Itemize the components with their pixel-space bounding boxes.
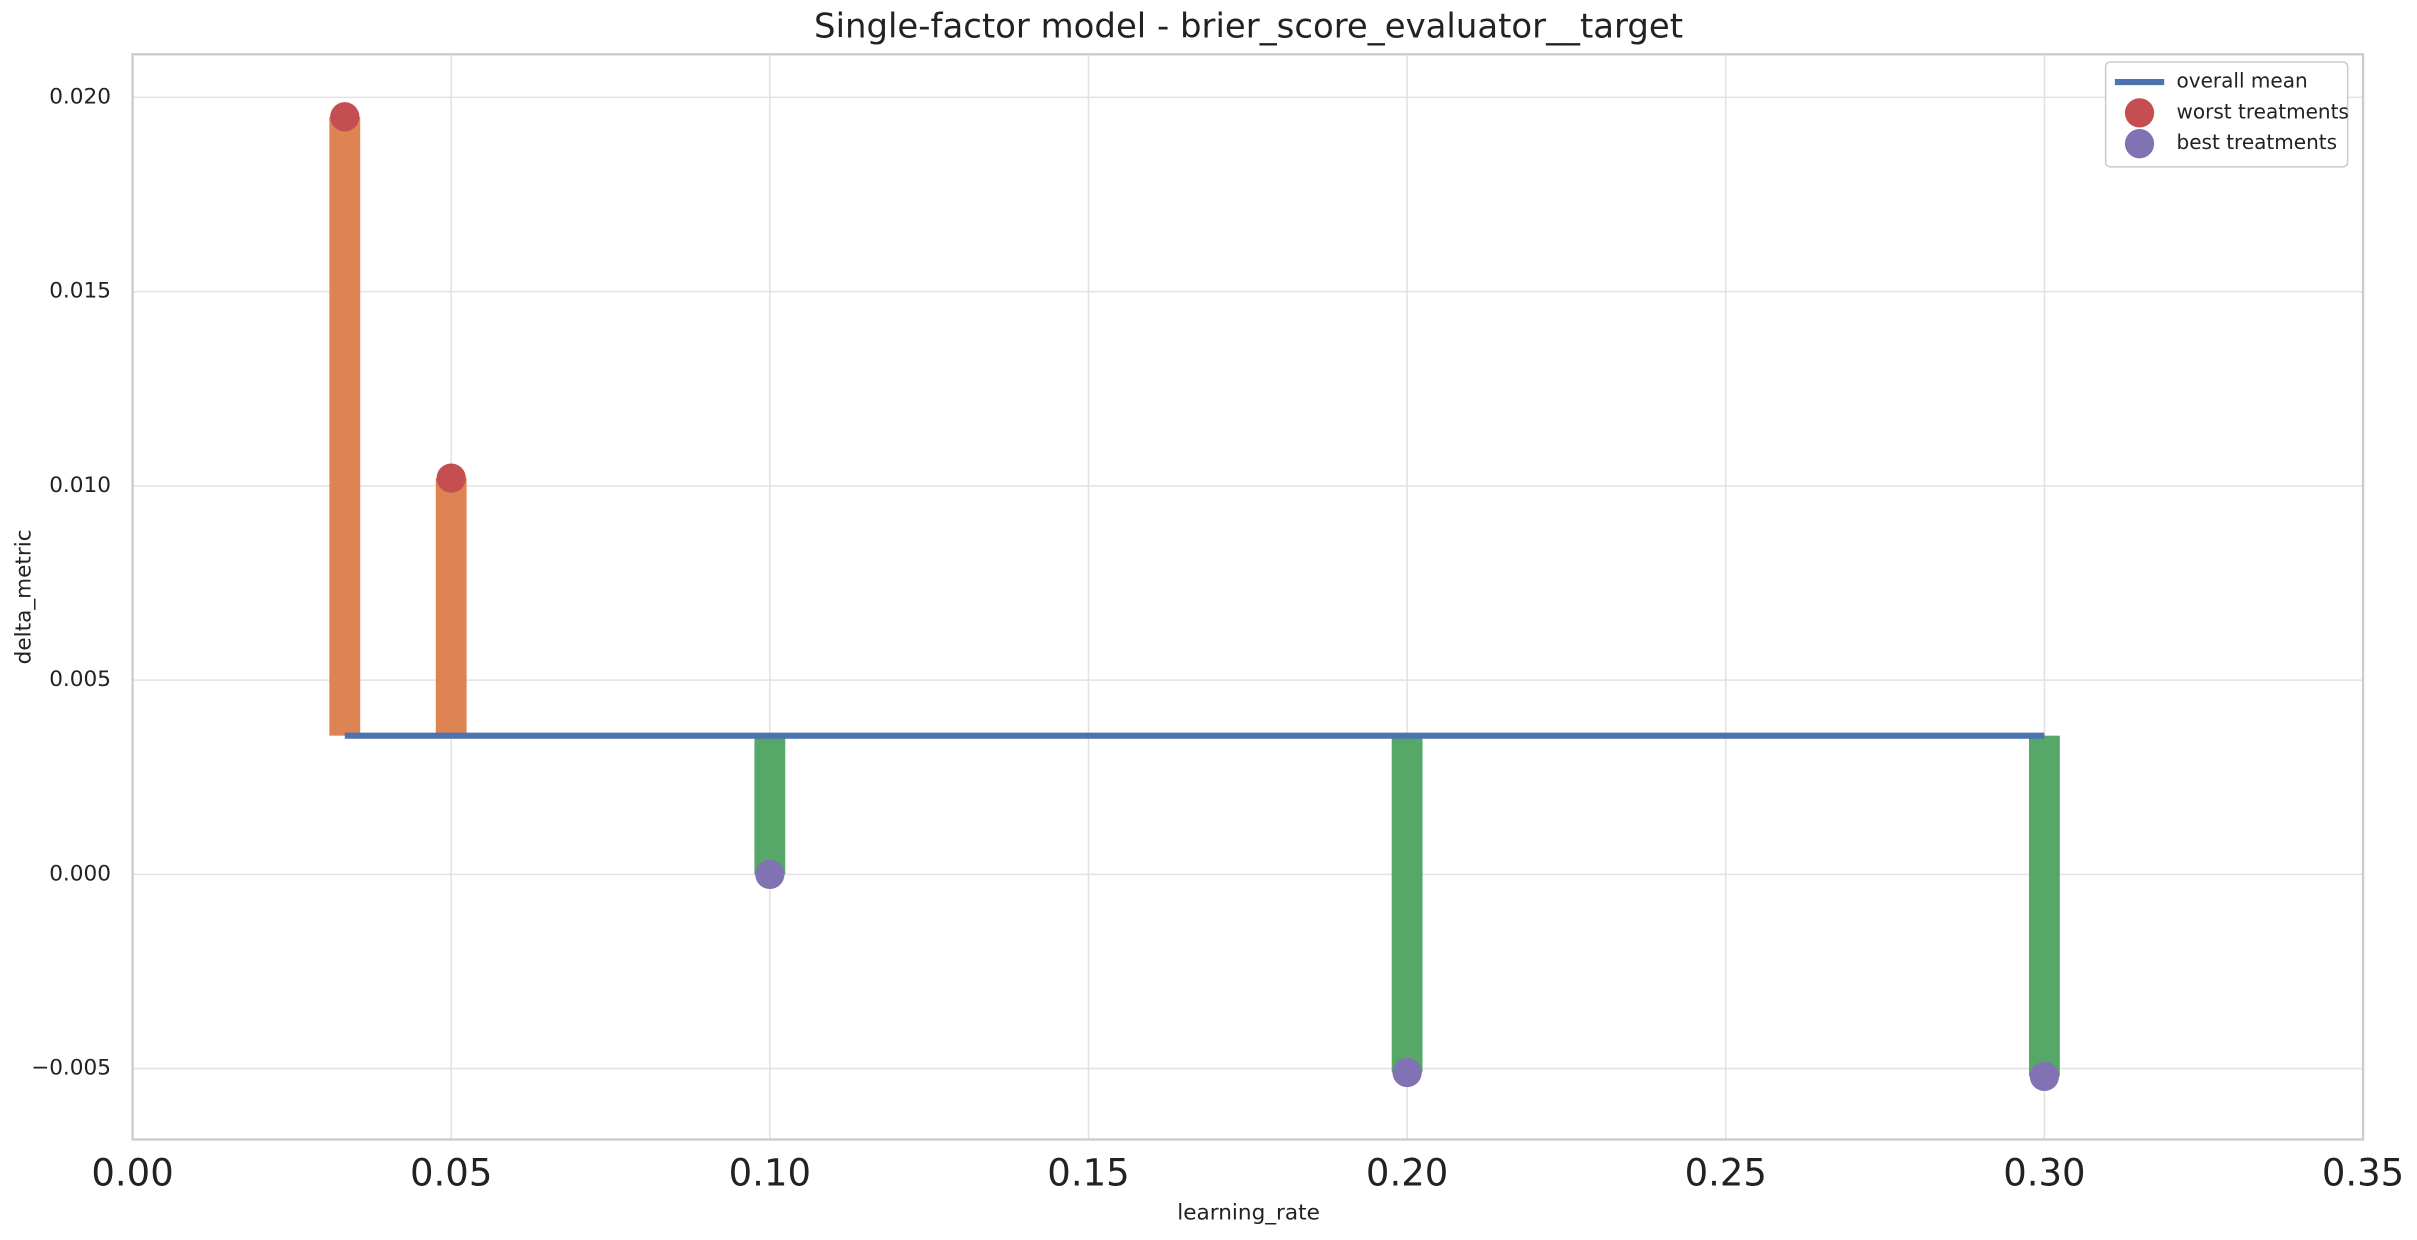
chart-title: Single-factor model - brier_score_evalua… xyxy=(814,7,1683,46)
y-tick-label: 0.020 xyxy=(49,84,111,109)
point xyxy=(1392,1057,1422,1088)
x-tick-label: 0.35 xyxy=(2322,1151,2404,1194)
legend-box xyxy=(2104,61,2349,168)
deviation-bar xyxy=(329,116,361,736)
deviation-bar xyxy=(2028,735,2060,1077)
point xyxy=(330,102,360,132)
legend: overall mean worst treatments best treatme… xyxy=(2104,61,2349,168)
x-tick-label: 0.05 xyxy=(410,1151,492,1194)
x-tick-label: 0.00 xyxy=(91,1151,173,1194)
plot-frame xyxy=(131,53,2365,1141)
y-axis-label: delta_metric xyxy=(12,529,37,664)
x-tick-label: 0.20 xyxy=(1366,1151,1448,1194)
y-tick-label: 0.015 xyxy=(49,279,111,304)
point xyxy=(436,463,466,493)
x-tick-label: 0.25 xyxy=(1685,1151,1767,1194)
legend-swatch xyxy=(2124,129,2155,159)
legend-label: overall mean xyxy=(2177,69,2308,93)
point xyxy=(755,859,785,889)
legend-swatch xyxy=(2124,98,2155,128)
x-axis-label: learning_rate xyxy=(1177,1200,1320,1225)
legend-label: worst treatments xyxy=(2177,99,2349,123)
x-tick-label: 0.15 xyxy=(1047,1151,1129,1194)
y-tick-label: 0.000 xyxy=(49,861,111,886)
deviation-bar xyxy=(435,478,467,736)
point xyxy=(2029,1061,2060,1091)
y-tick-label: −0.005 xyxy=(31,1056,111,1081)
x-tick-label: 0.10 xyxy=(729,1151,811,1194)
legend-label: best treatments xyxy=(2177,130,2338,154)
deviation-bar xyxy=(754,735,786,875)
x-tick-label: 0.30 xyxy=(2003,1151,2085,1194)
y-tick-label: 0.005 xyxy=(49,667,111,692)
y-tick-label: 0.010 xyxy=(49,473,111,498)
deviation-bar xyxy=(1391,735,1423,1073)
